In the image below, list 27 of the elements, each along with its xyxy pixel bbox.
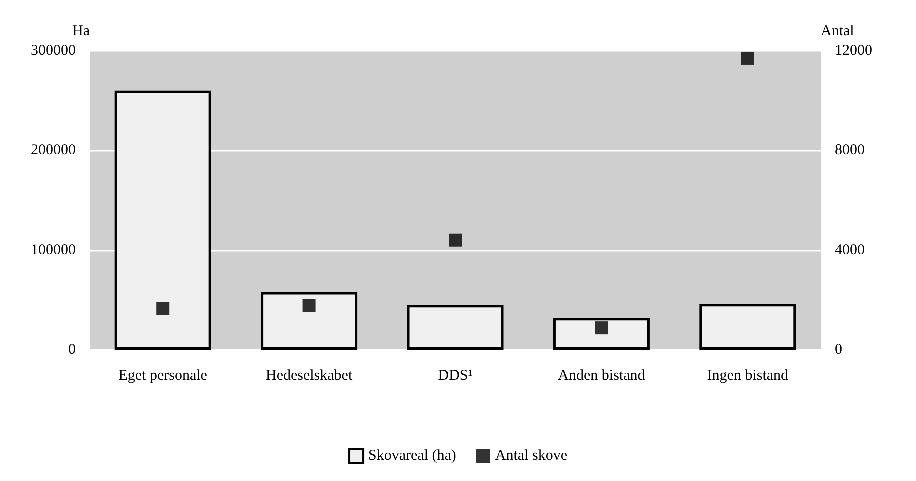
x-tick-label: Eget personale: [118, 368, 208, 384]
point: [449, 234, 462, 247]
y-tick-label: 200000: [31, 142, 76, 159]
point: [156, 302, 170, 316]
x-tick-label: Anden bistand: [558, 368, 646, 384]
bar: [700, 304, 796, 350]
legend-label: Skovareal (ha): [368, 448, 456, 464]
y2-tick-label: 4000: [835, 242, 865, 258]
y-tick-label: 100000: [31, 242, 76, 258]
point: [741, 52, 754, 65]
bar: [407, 305, 504, 350]
y2-tick-label: 8000: [835, 142, 865, 159]
point: [302, 299, 316, 312]
x-tick-label: DDS¹: [438, 368, 473, 384]
y2-axis-title: Antal: [821, 24, 854, 40]
bar: [553, 318, 650, 350]
y2-tick-label: 12000: [835, 43, 872, 59]
bar: [114, 90, 212, 350]
x-tick-label: Ingen bistand: [707, 368, 790, 384]
x-tick-label: Hedeselskabet: [266, 368, 354, 384]
y-tick-label: 0: [68, 342, 76, 358]
bar: [261, 292, 358, 350]
y-tick-label: 300000: [31, 43, 76, 59]
legend-label: Antal skove: [495, 448, 568, 464]
y2-tick-label: 0: [835, 342, 842, 358]
y-axis-title: Ha: [72, 24, 90, 40]
point: [595, 322, 608, 335]
